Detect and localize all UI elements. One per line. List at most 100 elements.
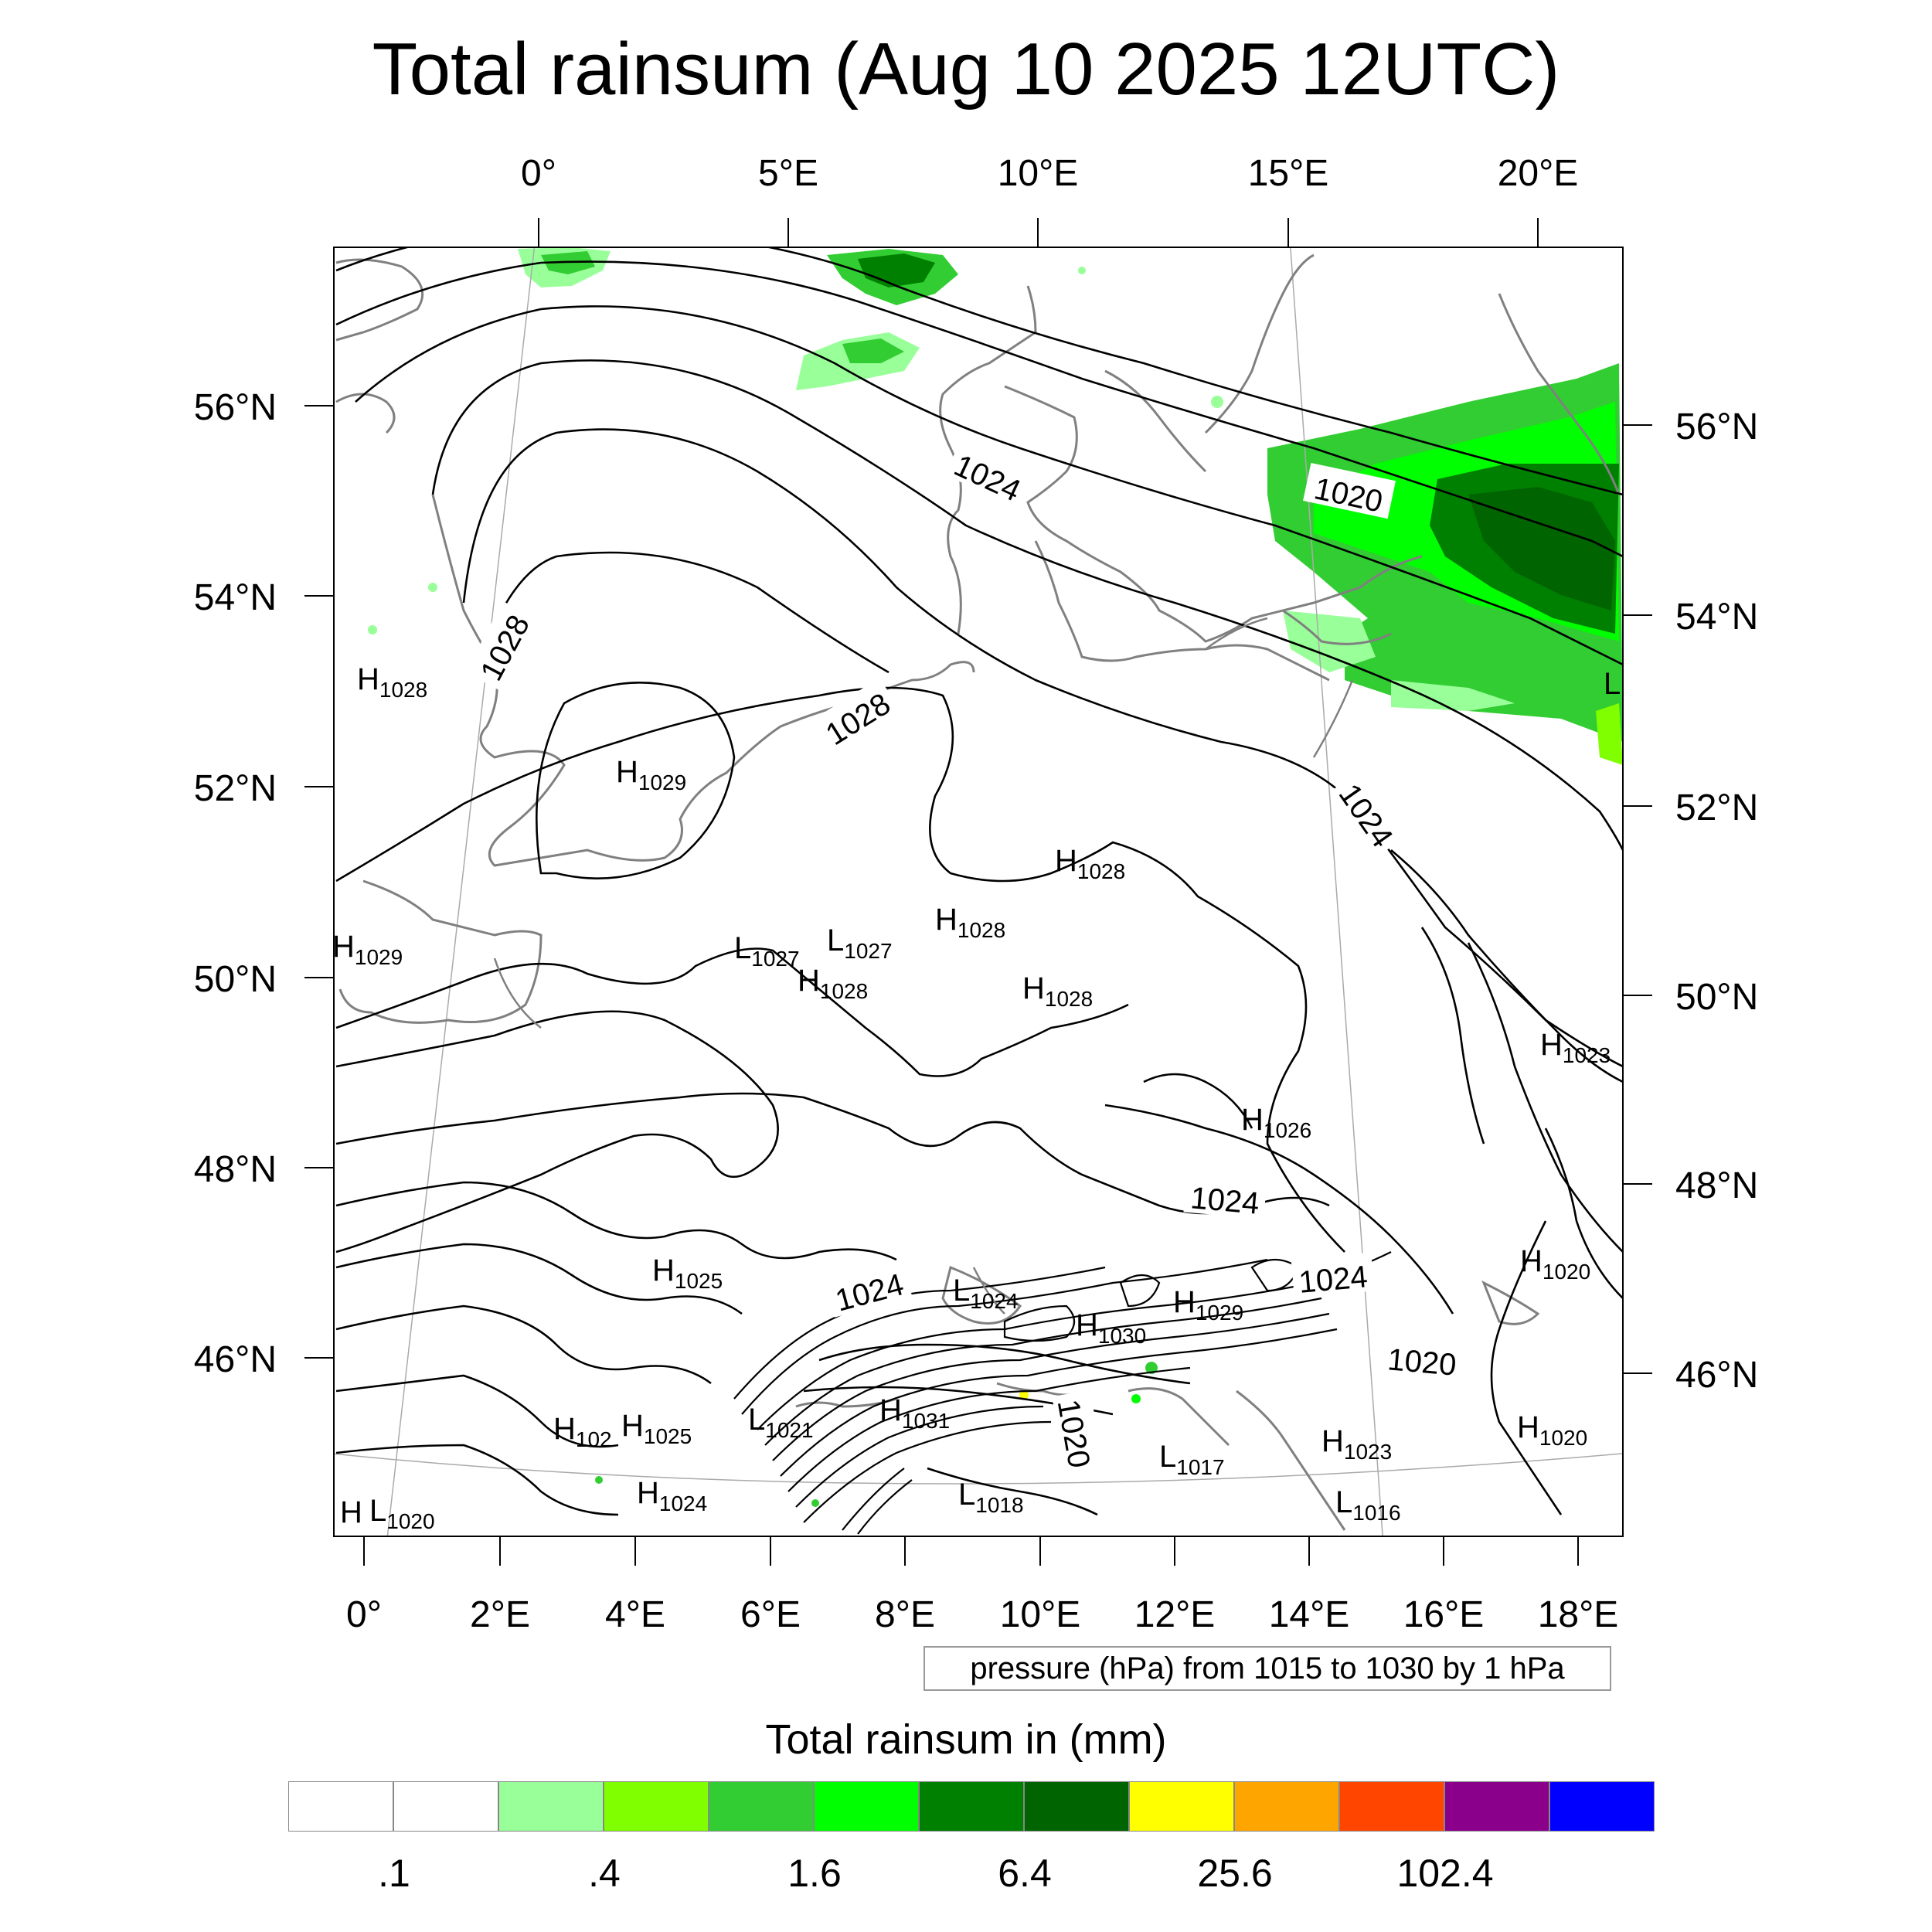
pressure-center-marker: H1020 [1517, 1410, 1587, 1450]
colorbar-swatch [393, 1781, 498, 1832]
colorbar-swatch [1444, 1781, 1549, 1832]
bottom-lon-labels: 0° 2°E 4°E 6°E 8°E 10°E 12°E 14°E 16°E 1… [346, 1594, 1618, 1635]
isobars [335, 247, 1623, 1516]
bottom-lon-label: 16°E [1403, 1594, 1485, 1635]
pressure-center-marker: L1016 [1335, 1485, 1401, 1525]
left-lat-label: 48°N [194, 1149, 277, 1190]
left-ticks [304, 405, 334, 1359]
right-lat-label: 48°N [1675, 1165, 1758, 1206]
bottom-lon-label: 8°E [875, 1594, 935, 1635]
pressure-center-marker: H1031 [879, 1393, 950, 1433]
colorbar-swatch [288, 1781, 393, 1832]
pressure-center-marker: H1028 [1022, 971, 1093, 1011]
pressure-center-marker: H1029 [1173, 1285, 1243, 1325]
rain-patch [1391, 680, 1515, 711]
top-lon-label: 15°E [1248, 153, 1329, 194]
left-lat-label: 54°N [194, 577, 277, 618]
pressure-center-marker: H1028 [1055, 844, 1125, 883]
colorbar-swatch [1024, 1781, 1129, 1832]
right-lat-label: 52°N [1675, 787, 1758, 828]
rain-patch [1211, 396, 1223, 408]
pressure-center-marker: L1018 [958, 1478, 1024, 1517]
colorbar-label: 25.6 [1197, 1852, 1273, 1895]
rain-patch [428, 583, 437, 592]
rain-patch [1019, 1390, 1029, 1400]
pressure-center-marker: H1029 [616, 755, 686, 794]
map-title: Total rainsum (Aug 10 2025 12UTC) [372, 28, 1560, 111]
pressure-center-marker: H1029 [332, 930, 403, 969]
colorbar-label: 102.4 [1396, 1852, 1494, 1895]
colorbar-swatch [709, 1781, 814, 1832]
bottom-lon-label: 2°E [470, 1594, 530, 1635]
rain-patch [811, 1499, 819, 1507]
pressure-center-marker: L1027 [827, 923, 893, 963]
right-ticks [1623, 424, 1652, 1374]
colorbar-swatch [919, 1781, 1024, 1832]
pressure-center-marker: H1023 [1540, 1028, 1611, 1067]
colorbar-label: .1 [378, 1852, 410, 1895]
pressure-center-marker: H [340, 1495, 362, 1529]
rain-patch [595, 1476, 603, 1484]
bottom-lon-label: 4°E [605, 1594, 665, 1635]
contour-info-label: pressure (hPa) from 1015 to 1030 by 1 hP… [923, 1646, 1611, 1691]
colorbar-swatch [498, 1781, 604, 1832]
pressure-center-marker: H1026 [1241, 1103, 1311, 1142]
top-lon-labels: 0° 5°E 10°E 15°E 20°E [521, 153, 1578, 194]
colorbar-label: 6.4 [998, 1852, 1052, 1895]
pressure-center-marker: H102 [553, 1412, 612, 1451]
pressure-center-marker: L1017 [1159, 1440, 1225, 1479]
pressure-center-marker: L1024 [953, 1274, 1019, 1313]
top-lon-label: 5°E [758, 153, 818, 194]
rain-patch [1283, 611, 1376, 672]
colorbar-swatch [604, 1781, 709, 1832]
colorbar [288, 1781, 1655, 1832]
colorbar-swatch [1129, 1781, 1234, 1832]
right-lat-label: 50°N [1675, 977, 1758, 1018]
pressure-center-marker: L1027 [734, 931, 800, 971]
isobar-label: 1024 [1298, 1260, 1369, 1300]
bottom-ticks [363, 1536, 1579, 1566]
bottom-lon-label: 10°E [1000, 1594, 1081, 1635]
pressure-centers: H1028 H1029 H1029 H1028 H1028 L1027 L102… [332, 662, 1621, 1533]
pressure-center-marker: H1020 [1520, 1244, 1590, 1284]
borders [493, 617, 1354, 1315]
plot-frame [333, 247, 1624, 1537]
rain-field [368, 247, 1623, 1507]
rain-patch [368, 625, 377, 634]
pressure-center-marker: L1020 [369, 1494, 435, 1533]
pressure-center-marker: H1024 [637, 1476, 707, 1515]
pressure-center-marker: H1023 [1321, 1424, 1392, 1464]
top-lon-label: 10°E [998, 153, 1079, 194]
rain-patch [842, 338, 904, 363]
left-lat-labels: 56°N 54°N 52°N 50°N 48°N 46°N [194, 387, 277, 1380]
isobar-label: 1020 [1386, 1342, 1458, 1383]
colorbar-swatch [1234, 1781, 1339, 1832]
rain-patch [1078, 267, 1086, 274]
rain-patch [1468, 487, 1615, 611]
bottom-lon-label: 18°E [1538, 1594, 1619, 1635]
bottom-lon-label: 0° [346, 1594, 382, 1635]
pressure-center-marker: H1028 [935, 903, 1005, 942]
right-lat-labels: 56°N 54°N 52°N 50°N 48°N 46°N [1675, 406, 1758, 1396]
right-lat-label: 56°N [1675, 406, 1758, 447]
right-lat-label: 46°N [1675, 1355, 1758, 1396]
bottom-lon-label: 14°E [1269, 1594, 1350, 1635]
rain-patch [1131, 1394, 1141, 1403]
colorbar-swatch [814, 1781, 919, 1832]
colorbar-label: 1.6 [787, 1852, 842, 1895]
colorbar-swatch [1549, 1781, 1655, 1832]
pressure-center-marker: L1021 [748, 1403, 814, 1442]
left-lat-label: 50°N [194, 959, 277, 1000]
left-lat-label: 46°N [194, 1339, 277, 1380]
left-lat-label: 52°N [194, 768, 277, 809]
contour-labels: 1024 1020 1028 1028 1024 1024 1024 1024 [465, 439, 1464, 1476]
top-ticks [538, 218, 1539, 247]
left-lat-label: 56°N [194, 387, 277, 428]
right-lat-label: 54°N [1675, 597, 1758, 638]
graticule [334, 247, 1623, 1536]
bottom-lon-label: 6°E [740, 1594, 801, 1635]
isobar-label: 1024 [1189, 1181, 1260, 1221]
colorbar-title: Total rainsum in (mm) [765, 1716, 1167, 1763]
pressure-center-marker: L [1604, 667, 1621, 701]
